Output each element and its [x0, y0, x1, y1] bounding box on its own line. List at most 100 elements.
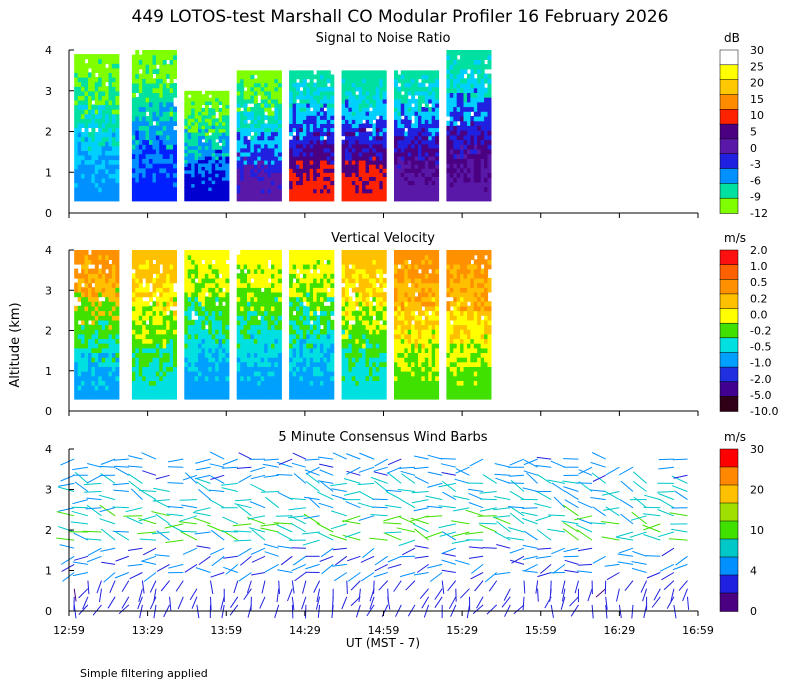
vv-cell: [289, 357, 294, 363]
snr-cell: [253, 98, 258, 104]
snr-cell: [81, 187, 86, 193]
vv-cell: [243, 389, 248, 395]
vv-cell: [271, 338, 275, 344]
vv-cell: [115, 385, 120, 391]
vv-cell: [240, 380, 245, 386]
vv-cell: [194, 319, 199, 326]
snr-cell: [414, 119, 419, 124]
snr-cell: [169, 83, 174, 89]
vv-cell: [198, 366, 202, 372]
snr-cell: [379, 139, 384, 145]
snr-cell: [397, 135, 402, 141]
snr-cell: [358, 168, 363, 173]
vv-cell: [162, 343, 167, 349]
snr-cell: [341, 196, 346, 202]
vv-cell: [159, 389, 164, 395]
vv-cell: [260, 305, 265, 312]
snr-cell: [446, 191, 451, 197]
snr-cell: [155, 116, 160, 122]
snr-cell: [162, 87, 167, 93]
data-area-snr: [74, 50, 492, 202]
snr-cell: [480, 196, 485, 202]
vv-cell: [184, 347, 189, 353]
snr-cell: [184, 104, 189, 109]
snr-cell: [218, 128, 223, 133]
vv-cell: [74, 305, 79, 312]
snr-cell: [201, 121, 206, 126]
snr-cell: [131, 148, 136, 155]
vv-cell: [267, 329, 272, 335]
snr-cell: [467, 148, 471, 155]
snr-cell: [379, 111, 384, 116]
vv-cell: [201, 277, 206, 284]
snr-cell: [296, 192, 300, 198]
vv-cell: [149, 277, 153, 284]
snr-cell: [267, 160, 272, 165]
vv-cell: [173, 250, 177, 256]
vv-cell: [98, 273, 103, 279]
snr-cell: [131, 191, 136, 197]
snr-cell: [400, 192, 405, 198]
vv-cell: [155, 287, 160, 293]
vv-cell: [198, 315, 202, 321]
snr-cell: [198, 114, 202, 119]
vv-cell: [236, 287, 241, 293]
snr-cell: [456, 111, 461, 117]
snr-cell: [257, 151, 262, 157]
vv-cell: [240, 268, 245, 274]
snr-cell: [480, 73, 485, 79]
vv-cell: [267, 301, 272, 307]
snr-cell: [194, 145, 199, 150]
snr-cell: [480, 59, 485, 65]
vv-cell: [225, 287, 230, 293]
snr-cell: [411, 135, 416, 141]
snr-cell: [470, 130, 475, 136]
vv-cell: [274, 329, 279, 335]
snr-cell: [323, 131, 328, 137]
vv-cell: [105, 324, 110, 330]
vv-cell: [169, 324, 174, 330]
snr-cell: [400, 196, 405, 202]
snr-cell: [152, 148, 157, 155]
snr-cell: [115, 127, 120, 133]
snr-cell: [480, 106, 485, 112]
vv-cell: [84, 329, 89, 335]
snr-cell: [159, 92, 164, 98]
vv-cell: [142, 352, 147, 358]
snr-cell: [277, 74, 282, 80]
vv-cell: [138, 301, 143, 307]
snr-cell: [484, 148, 489, 155]
vv-cell: [74, 324, 79, 330]
vv-cell: [218, 333, 223, 340]
snr-cell: [277, 78, 282, 84]
snr-cell: [191, 176, 196, 181]
snr-cell: [470, 50, 475, 56]
snr-cell: [463, 191, 468, 197]
snr-cell: [309, 115, 314, 120]
vv-cell: [115, 361, 120, 367]
snr-cell: [418, 172, 422, 177]
vv-cell: [159, 371, 164, 377]
snr-cell: [289, 139, 294, 145]
vv-cell: [108, 361, 113, 367]
snr-cell: [159, 87, 164, 93]
snr-cell: [460, 191, 465, 197]
vv-cell: [152, 385, 157, 391]
snr-cell: [187, 97, 192, 102]
snr-cell: [115, 196, 120, 202]
vv-cell: [138, 273, 143, 279]
snr-cell: [487, 73, 492, 79]
vv-cell: [208, 394, 213, 400]
snr-cell: [400, 188, 405, 194]
snr-cell: [105, 95, 110, 101]
snr-cell: [162, 163, 167, 169]
snr-cell: [152, 134, 157, 141]
vv-cell: [271, 371, 275, 377]
snr-cell: [173, 172, 177, 178]
snr-cell: [365, 151, 370, 157]
vv-cell: [247, 273, 251, 279]
snr-cell: [222, 111, 226, 116]
vv-cell: [155, 282, 160, 288]
vv-cell: [204, 315, 209, 321]
snr-cell: [477, 87, 482, 93]
